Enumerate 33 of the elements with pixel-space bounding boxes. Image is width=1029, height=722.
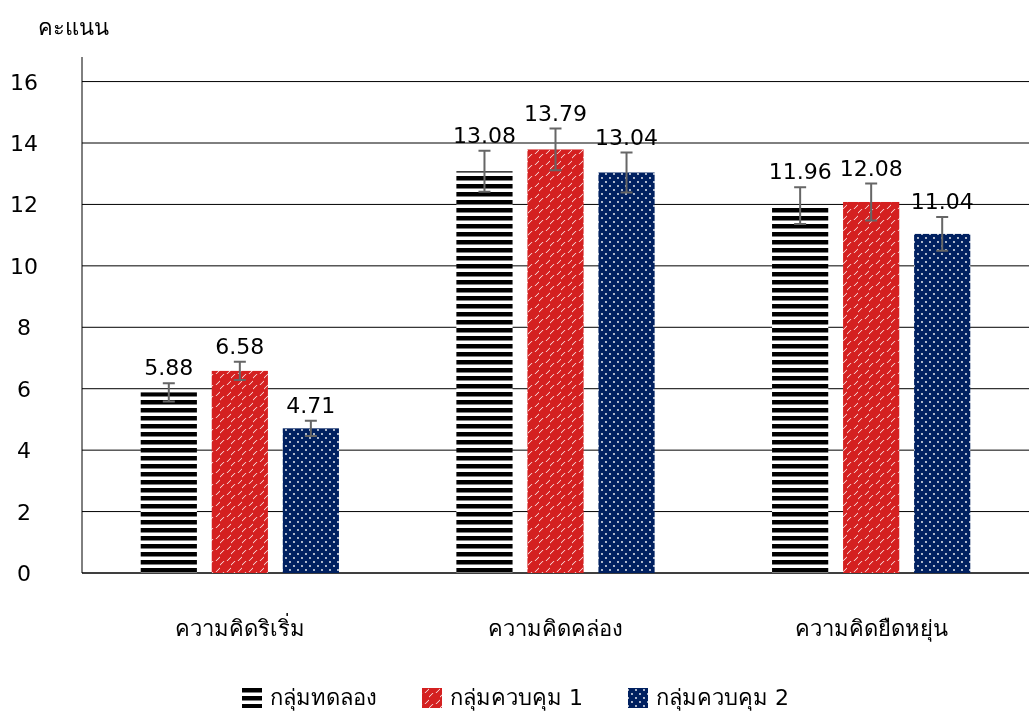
y-axis-title: คะแนน [38, 15, 109, 40]
bar [914, 233, 971, 573]
bar [598, 172, 655, 573]
data-label: 13.08 [452, 122, 516, 148]
legend-label: กลุ่มควบคุม 2 [656, 685, 789, 711]
data-label: 11.96 [768, 159, 832, 185]
data-label: 12.08 [839, 155, 903, 181]
x-tick-label: ความคิดยืดหยุ่น [794, 616, 948, 642]
y-tick-label: 14 [10, 131, 38, 156]
y-tick-label: 0 [17, 561, 31, 586]
bar [456, 171, 513, 573]
data-label: 5.88 [144, 355, 194, 381]
y-tick-label: 2 [17, 499, 31, 525]
y-tick-label: 10 [10, 253, 38, 279]
legend-label: กลุ่มทดลอง [270, 685, 377, 711]
data-label: 4.71 [286, 392, 336, 418]
data-label: 13.79 [524, 100, 587, 126]
legend-label: กลุ่มควบคุม 1 [450, 685, 583, 711]
bar [772, 205, 829, 573]
y-tick-label: 6 [17, 376, 31, 402]
y-tick-label: 8 [17, 315, 31, 341]
bar [527, 149, 584, 573]
bar [140, 392, 197, 573]
data-label: 6.58 [215, 333, 265, 359]
bar [211, 370, 268, 573]
y-tick-label: 4 [17, 438, 31, 464]
x-tick-label: ความคิดริเริ่ม [174, 613, 305, 641]
x-tick-label: ความคิดคล่อง [488, 616, 623, 641]
y-tick-label: 12 [10, 192, 38, 218]
y-tick-label: 16 [10, 69, 38, 95]
bar [282, 428, 339, 573]
data-label: 13.04 [595, 124, 659, 150]
bar [843, 201, 900, 573]
